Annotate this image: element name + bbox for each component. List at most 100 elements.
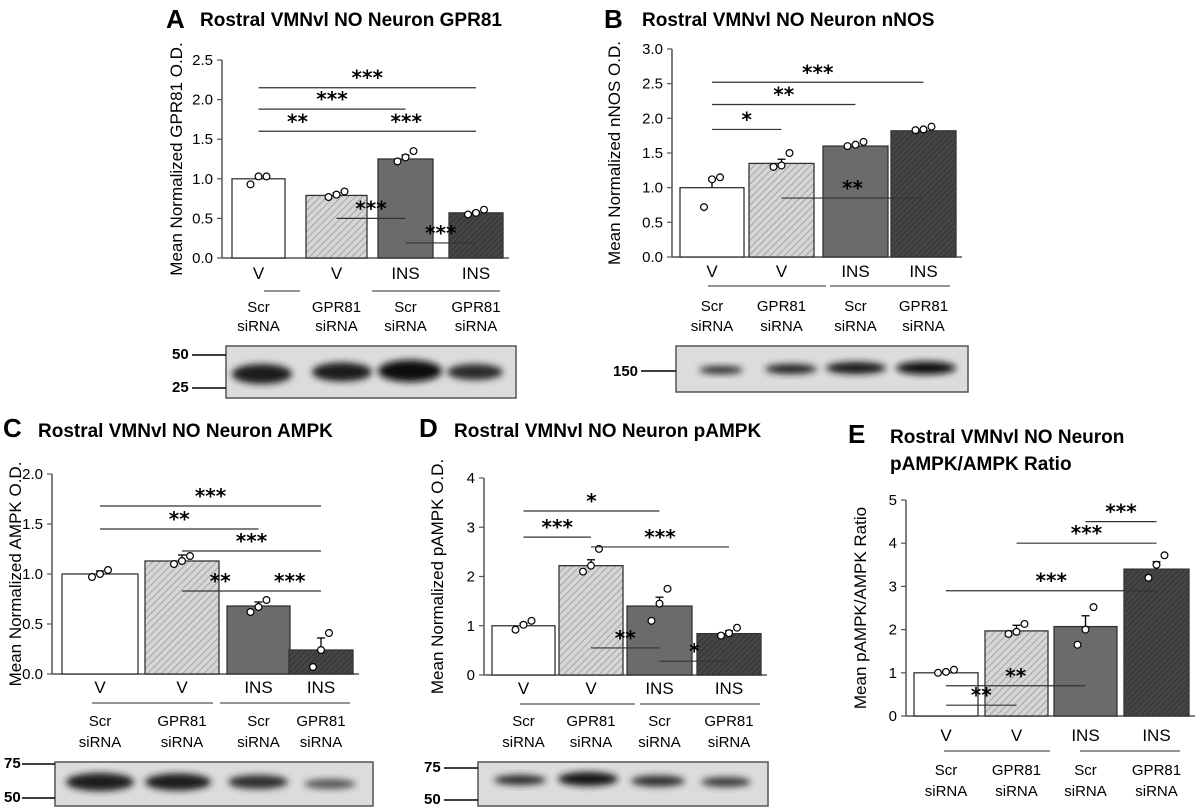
panel-b-bar: [748, 162, 815, 258]
panel-b-data-point: [927, 122, 936, 131]
panel-e-group-label: GPR81: [992, 762, 1041, 779]
panel-c-bar: [226, 605, 291, 675]
panel-c-data-point: [95, 569, 104, 578]
panel-a-significance-label: ***: [425, 221, 457, 245]
panel-a-bar: [305, 194, 368, 259]
panel-e-group-label: GPR81: [1132, 762, 1181, 779]
blot-b-band-2: [765, 364, 817, 374]
panel-a-significance-label: **: [287, 109, 308, 133]
panel-b-significance-label: ***: [802, 60, 834, 84]
blot-a-band-4: [447, 364, 503, 380]
panel-b-y-tick-label: 1.0: [642, 180, 663, 197]
panel-b-y-axis-label: Mean Normalized nNOS O.D.: [605, 41, 624, 265]
panel-c-significance-label: ***: [236, 529, 268, 553]
panel-b-data-point: [859, 137, 868, 146]
panel-c-blot: 75 50: [4, 755, 374, 807]
panel-e: E Rostral VMNvl NO Neuron pAMPK/AMPK Rat…: [848, 419, 1195, 800]
panel-e-group-label: siRNA: [995, 783, 1038, 800]
panel-d-title: Rostral VMNvl NO Neuron pAMPK: [454, 421, 761, 442]
panel-a-data-point: [332, 190, 341, 199]
panel-a-data-point: [472, 208, 481, 217]
panel-d-group-label: GPR81: [566, 713, 615, 730]
panel-a-significance-label: ***: [355, 196, 387, 220]
panel-c-y-tick-label: 0.5: [22, 616, 43, 633]
panel-d-y-tick-label: 3: [467, 519, 475, 536]
panel-d-category-label: V: [518, 679, 530, 698]
panel-d-group-label: Scr: [648, 713, 671, 730]
panel-e-y-tick-label: 5: [889, 492, 897, 509]
panel-a-group-label: siRNA: [384, 318, 427, 335]
panel-d-data-point: [647, 616, 656, 625]
panel-a-data-point: [340, 187, 349, 196]
panel-a-blot: 50 25: [172, 345, 517, 399]
panel-e-data-point: [1073, 640, 1082, 649]
panel-a-data-point: [262, 172, 271, 181]
panel-a-category-label: V: [331, 264, 343, 283]
panel-e-data-point: [1144, 573, 1153, 582]
panel-c-y-tick-label: 0.0: [22, 666, 43, 683]
panel-b-group-label: siRNA: [691, 318, 734, 335]
panel-b-y-tick-label: 2.0: [642, 110, 663, 127]
panel-d-significance-label: ***: [644, 525, 676, 549]
panel-b-data-point: [777, 161, 786, 170]
panel-a-data-point: [246, 180, 255, 189]
blot-b-band-4: [896, 361, 956, 375]
panel-c-data-point: [262, 595, 271, 604]
panel-e-data-point: [1020, 619, 1029, 628]
panel-c-group-label: GPR81: [296, 713, 345, 730]
panel-a-significance-label: ***: [352, 66, 384, 90]
blot-c-marker-50: 50: [4, 789, 21, 806]
panel-d: D Rostral VMNvl NO Neuron pAMPK 0 1 2 3 4 Mea…: [419, 413, 769, 808]
blot-d-band-1: [494, 775, 546, 785]
panel-c-data-point: [170, 559, 179, 568]
panel-a: A Rostral VMNvl NO Neuron GPR81 0.0 0.5 1.…: [166, 4, 517, 399]
panel-e-category-label: INS: [1142, 726, 1170, 745]
panel-b-group-label: GPR81: [899, 298, 948, 315]
panel-e-group-label: Scr: [1074, 762, 1097, 779]
panel-a-group-label: GPR81: [451, 299, 500, 316]
panel-a-y-tick-label: 0.0: [192, 250, 213, 267]
panel-e-group-label: siRNA: [1064, 783, 1107, 800]
panel-a-letter: A: [166, 4, 185, 34]
panel-e-y-tick-label: 1: [889, 665, 897, 682]
panel-c-bar: [144, 560, 220, 675]
panel-b-category-label: INS: [909, 262, 937, 281]
panel-b-y-tick-label: 2.5: [642, 76, 663, 93]
panel-a-category-label: INS: [391, 264, 419, 283]
panel-e-bar: [1053, 625, 1118, 717]
panel-b-blot: 150: [613, 345, 969, 393]
panel-e-group-label: Scr: [935, 762, 958, 779]
panel-d-data-point: [732, 623, 741, 632]
blot-b-band-3: [826, 362, 886, 374]
panel-b-y-tick-label: 0.5: [642, 214, 663, 231]
panel-e-y-tick-label: 2: [889, 622, 897, 639]
panel-e-data-point: [933, 668, 942, 677]
panel-a-significance-label: ***: [391, 109, 423, 133]
panel-e-data-point: [941, 667, 950, 676]
panel-a-title: Rostral VMNvl NO Neuron GPR81: [200, 10, 502, 31]
panel-c-data-point: [87, 572, 96, 581]
panel-d-significance-label: *: [586, 489, 597, 513]
panel-e-bar: [913, 672, 979, 717]
panel-d-category-label: V: [585, 679, 597, 698]
panel-b-significance-label: **: [773, 82, 794, 106]
panel-e-category-label: V: [940, 726, 952, 745]
panel-c-group-label: siRNA: [300, 734, 343, 751]
panel-c-y-tick-label: 1.5: [22, 516, 43, 533]
panel-c-category-label: V: [176, 678, 188, 697]
panel-e-y-tick-label: 3: [889, 578, 897, 595]
blot-d-band-2: [558, 772, 618, 786]
blot-b-marker-150: 150: [613, 363, 638, 380]
panel-e-data-point: [1160, 551, 1169, 560]
panel-d-letter: D: [419, 413, 438, 443]
panel-a-data-point: [401, 153, 410, 162]
panel-e-plot: 0 1 2 3 4 5 Mean pAMPK/AMPK Ratio V Scr siRNA V GPR…: [851, 492, 1195, 800]
panel-a-plot: 0.0 0.5 1.0 1.5 2.0 2.5 Mean Normalized GPR81 …: [167, 42, 509, 335]
panel-d-data-point: [519, 620, 528, 629]
panel-c-bar: [61, 573, 139, 675]
panel-b-data-point: [707, 175, 716, 184]
panel-b-data-point: [843, 142, 852, 151]
panel-c: C Rostral VMNvl NO Neuron AMPK 0.0 0.5 1.0…: [3, 413, 374, 807]
panel-a-y-tick-label: 1.0: [192, 171, 213, 188]
